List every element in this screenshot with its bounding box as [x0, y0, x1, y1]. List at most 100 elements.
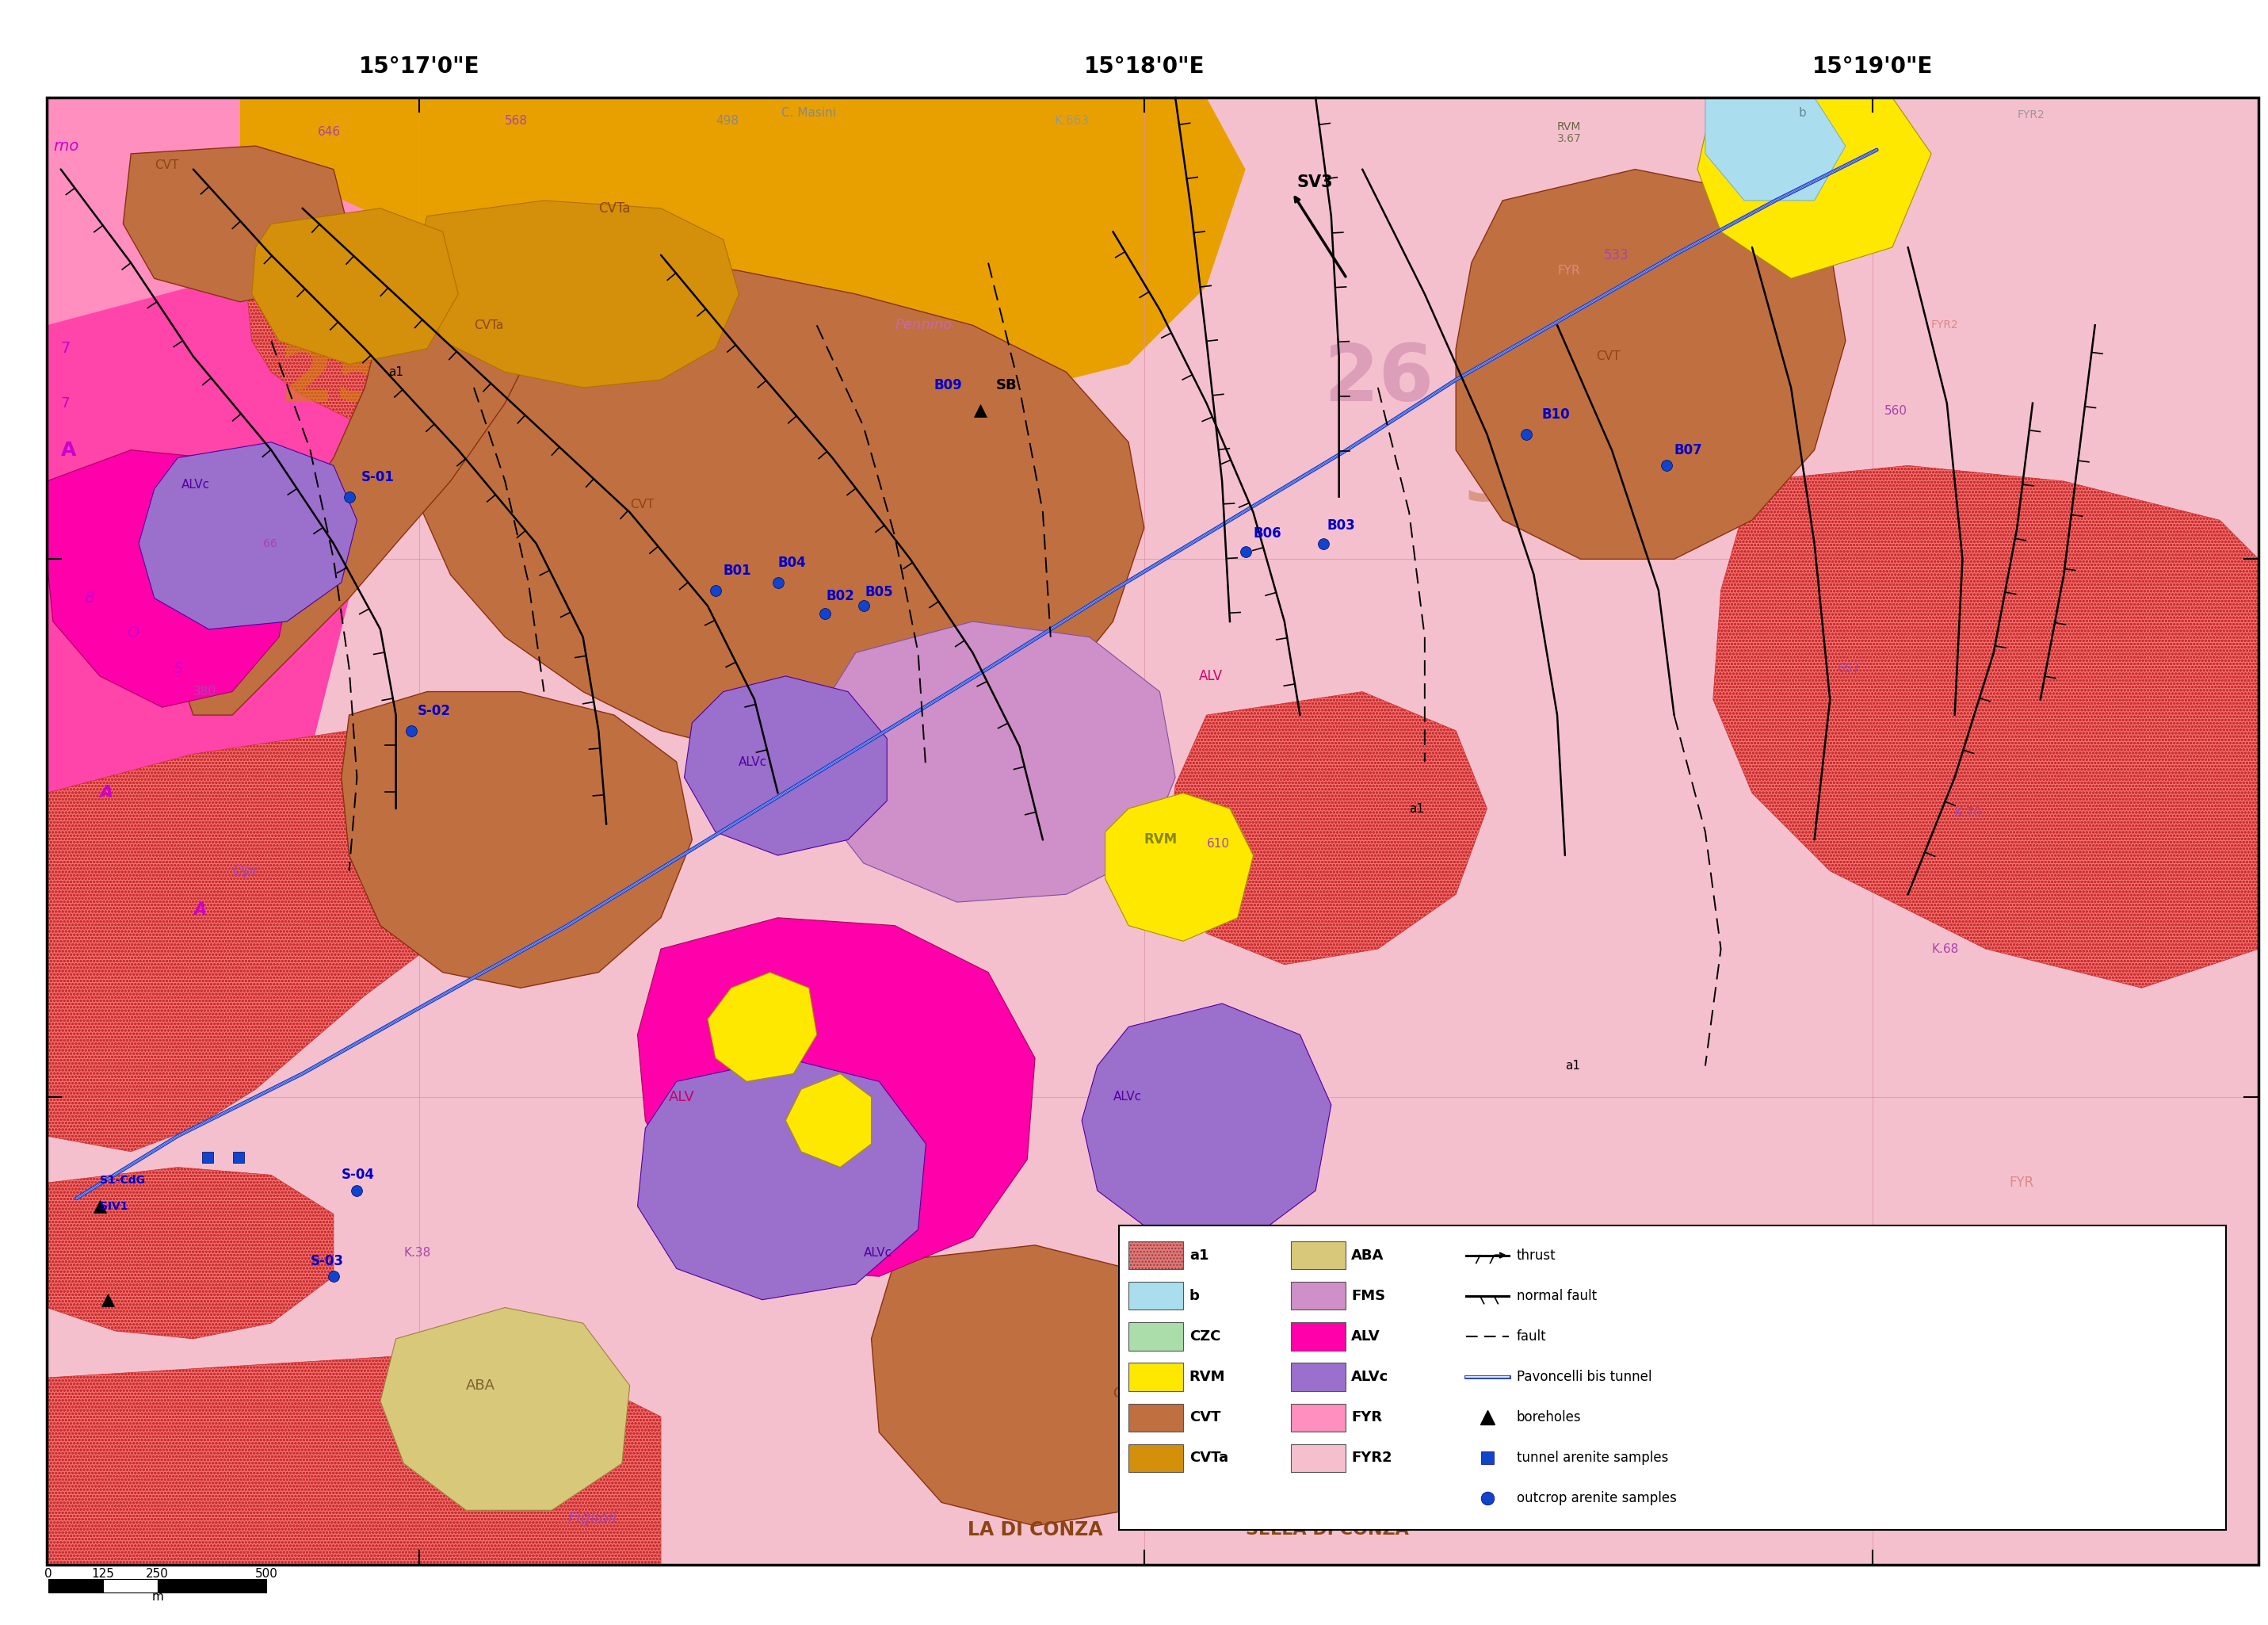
Polygon shape — [252, 208, 458, 364]
Text: B06: B06 — [1254, 527, 1281, 541]
Text: b: b — [1799, 107, 1808, 119]
Polygon shape — [1168, 98, 2259, 1565]
Text: ABA: ABA — [1352, 1248, 1383, 1263]
Polygon shape — [247, 239, 692, 439]
Text: ALV: ALV — [1352, 1329, 1381, 1344]
Polygon shape — [48, 1354, 660, 1565]
Text: B03: B03 — [1327, 518, 1356, 533]
Bar — [1290, 1282, 1345, 1310]
Text: CVT: CVT — [1114, 1386, 1139, 1401]
Text: 15°17'0"E: 15°17'0"E — [358, 55, 481, 78]
Polygon shape — [177, 263, 544, 715]
Polygon shape — [1706, 98, 1846, 200]
Text: CVT: CVT — [1136, 1519, 1161, 1532]
Text: ABA: ABA — [465, 1378, 494, 1393]
Text: FYR: FYR — [1352, 1411, 1383, 1425]
Text: 3.67: 3.67 — [1558, 133, 1581, 145]
Text: Figlioli: Figlioli — [567, 1511, 617, 1526]
Bar — [1129, 1404, 1184, 1432]
Bar — [1118, 1225, 2225, 1529]
Text: A: A — [193, 902, 206, 918]
Text: K.38: K.38 — [404, 1246, 431, 1259]
Text: CVTa: CVTa — [599, 202, 631, 216]
Text: FYR2: FYR2 — [1352, 1451, 1393, 1466]
Text: 15°19'0"E: 15°19'0"E — [1812, 55, 1932, 78]
Text: RVM: RVM — [1143, 832, 1177, 847]
Text: Opi: Opi — [231, 865, 256, 878]
Polygon shape — [420, 200, 739, 388]
Text: 26: 26 — [1325, 341, 1433, 418]
Text: 15°18'0"E: 15°18'0"E — [1084, 55, 1204, 78]
Text: B: B — [84, 590, 95, 606]
Text: 667: 667 — [1987, 1341, 2009, 1352]
Text: B10: B10 — [1542, 408, 1569, 422]
Text: CVTa: CVTa — [1188, 1451, 1229, 1466]
Text: 40°51'0"N: 40°51'0"N — [0, 507, 5, 613]
Text: CVT: CVT — [154, 159, 179, 171]
Bar — [1290, 1404, 1345, 1432]
Polygon shape — [342, 692, 692, 988]
Text: a1: a1 — [388, 366, 404, 379]
Text: S-02: S-02 — [417, 704, 451, 718]
Text: 500: 500 — [254, 1568, 279, 1580]
Text: CVT: CVT — [631, 499, 653, 510]
Text: SIV1: SIV1 — [100, 1201, 127, 1212]
Polygon shape — [1168, 692, 1488, 965]
Text: normal fault: normal fault — [1517, 1289, 1597, 1303]
Text: 646: 646 — [318, 127, 340, 138]
Text: a1: a1 — [1188, 1248, 1209, 1263]
Polygon shape — [388, 255, 1143, 762]
Text: thrust: thrust — [1517, 1248, 1556, 1263]
Text: S-03: S-03 — [311, 1253, 342, 1268]
Text: Pennino: Pennino — [894, 318, 953, 333]
Polygon shape — [708, 972, 816, 1082]
Text: 498: 498 — [714, 115, 739, 127]
Text: 25: 25 — [279, 341, 390, 418]
Text: b: b — [1188, 1289, 1200, 1303]
Text: FYR2: FYR2 — [1932, 320, 1960, 332]
Text: 533: 533 — [1603, 249, 1628, 262]
Text: 31: 31 — [1463, 450, 1556, 514]
Text: S1-CdG: S1-CdG — [100, 1175, 145, 1186]
Text: SV3: SV3 — [1297, 174, 1334, 190]
Polygon shape — [48, 1167, 333, 1339]
Text: m: m — [152, 1591, 163, 1604]
Text: ALVc: ALVc — [1352, 1370, 1388, 1384]
Text: 0: 0 — [45, 1568, 52, 1580]
Polygon shape — [122, 146, 349, 302]
Polygon shape — [637, 918, 1034, 1276]
Text: S: S — [175, 661, 184, 676]
Text: FYR: FYR — [1558, 265, 1581, 276]
Text: 66: 66 — [263, 538, 277, 549]
Text: RVM: RVM — [1188, 1370, 1225, 1384]
Bar — [1129, 1282, 1184, 1310]
Text: 7: 7 — [61, 341, 70, 356]
Text: C. Masini: C. Masini — [782, 107, 837, 119]
Text: LA DI CONZA: LA DI CONZA — [968, 1521, 1102, 1539]
Text: CVT: CVT — [1597, 351, 1619, 362]
Bar — [1129, 1445, 1184, 1472]
Text: 380: 380 — [193, 686, 215, 697]
Text: rno: rno — [52, 138, 79, 153]
Polygon shape — [463, 278, 714, 395]
Bar — [102, 1580, 156, 1592]
Bar — [156, 1580, 268, 1592]
Bar — [1290, 1242, 1345, 1269]
Text: ALVc: ALVc — [181, 479, 211, 491]
Text: 560: 560 — [1885, 405, 1907, 418]
Polygon shape — [138, 442, 356, 629]
Polygon shape — [48, 98, 333, 520]
Text: tunnel arenite samples: tunnel arenite samples — [1517, 1451, 1669, 1466]
Text: 610: 610 — [1207, 838, 1229, 850]
Polygon shape — [685, 676, 887, 855]
Text: S-04: S-04 — [342, 1168, 374, 1181]
Text: 657: 657 — [1837, 663, 1860, 674]
Bar — [1129, 1363, 1184, 1391]
Text: S-01: S-01 — [361, 470, 395, 484]
Text: ALV: ALV — [1200, 670, 1222, 682]
Text: O: O — [127, 626, 138, 640]
Text: 125: 125 — [91, 1568, 113, 1580]
Polygon shape — [1696, 98, 1932, 278]
Text: 568: 568 — [506, 115, 528, 127]
Polygon shape — [381, 1308, 631, 1510]
